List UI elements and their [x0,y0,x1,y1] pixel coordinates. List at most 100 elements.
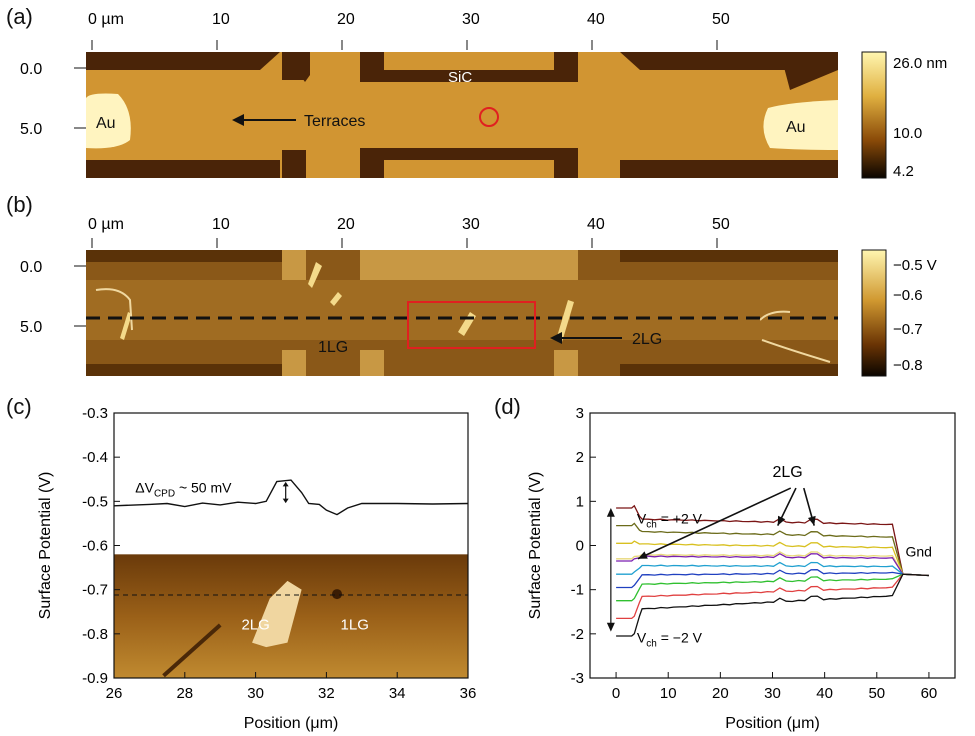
series-line [113,479,469,516]
au-pad-left [86,93,131,149]
marker-circle [479,107,499,127]
panel-label-c: (c) [6,394,32,419]
x-tick-label: 26 [106,685,123,702]
label-au-left: Au [96,115,116,132]
y-tick-label: -2 [571,626,584,643]
x-tick-label: 20 [712,685,729,702]
label-gnd: Gnd [905,544,931,560]
x-tick-label: 30 [764,685,781,702]
top-tick: 10 [212,216,230,233]
panel-label-d: (d) [494,394,521,419]
zoom-box [407,301,536,349]
y-tick-label: -3 [571,670,584,687]
delta-arrowhead [282,481,289,487]
colorbar-a-label: 4.2 [893,163,914,180]
colorbar-a [861,51,887,179]
inset-label-1lg: 1LG [341,616,369,633]
top-tick: 40 [587,11,605,28]
x-tick-label: 34 [389,685,406,702]
panel-a-top-axis: 0 µm 10 20 30 40 50 0.0 5.0 [20,11,730,138]
colorbar-a-label: 10.0 [893,125,922,142]
inset-dot [332,589,343,600]
vch-top-label: Vch = +2 V [637,510,703,530]
terraces-arrow [232,114,296,126]
top-tick: 0 µm [88,216,124,233]
range-arrowhead [606,507,615,517]
panel-a-topography: 0 µm 10 20 30 40 50 0.0 5.0 [20,11,947,180]
left-tick: 5.0 [20,121,42,138]
y-tick-label: -0.5 [82,493,108,510]
series-line [616,569,929,589]
x-tick-label: 28 [176,685,193,702]
x-axis-label: Position (μm) [725,715,820,732]
y-tick-label: 2 [576,449,584,466]
top-tick: 30 [462,11,480,28]
x-tick-label: 10 [660,685,677,702]
top-tick: 20 [337,11,355,28]
2lg-arrow-left-head [637,551,648,559]
x-tick-label: 40 [816,685,833,702]
top-tick: 30 [462,216,480,233]
y-tick-label: -0.8 [82,626,108,643]
series-line [616,551,929,577]
chart-c: 2LG 1LG 26 28 30 32 34 36 -0.3 -0.4 -0.5 -0.6 -0.7 -… [37,405,476,732]
y-tick-label: 3 [576,405,584,422]
panel-label-b: (b) [6,192,33,217]
label-au-right: Au [786,119,806,136]
label-1lg: 1LG [318,339,348,356]
colorbar-b-label: −0.7 [893,321,923,338]
top-tick: 50 [712,216,730,233]
y-tick-label: 1 [576,493,584,510]
panel-b-potential-map: 0 µm 10 20 30 40 50 0.0 5.0 [20,216,937,377]
inset-label-2lg: 2LG [241,616,269,633]
delta-vcpd-annotation: ΔVCPD ~ 50 mV [135,480,232,500]
2lg-arrow-mid-head [777,515,786,526]
series-line [616,573,929,620]
x-tick-label: 0 [612,685,620,702]
colorbar-a-label: 26.0 nm [893,55,947,72]
colorbar-b-label: −0.5 V [893,257,937,274]
x-tick-label: 36 [460,685,477,702]
2lg-arrow-left [637,487,792,560]
inset-2lg-region [252,580,302,648]
colorbar-b-label: −0.6 [893,287,923,304]
y-tick-label: -1 [571,582,584,599]
series-line [616,561,929,577]
y-axis-label: Surface Potential (V) [37,472,54,620]
x-tick-label: 30 [247,685,264,702]
panel-label-a: (a) [6,4,33,29]
series-line [616,522,929,577]
x-axis-label: Position (μm) [244,715,339,732]
label-terraces: Terraces [304,113,365,130]
y-axis-label: Surface Potential (V) [527,472,544,620]
top-tick: 10 [212,11,230,28]
2lg-arrow-right-head [807,515,816,526]
top-tick: 50 [712,11,730,28]
top-tick: 40 [587,216,605,233]
left-tick: 5.0 [20,319,42,336]
label-sic: SiC [448,69,472,86]
label-2lg: 2LG [773,464,803,481]
y-tick-label: -0.7 [82,582,108,599]
left-tick: 0.0 [20,259,42,276]
label-2lg: 2LG [632,331,662,348]
x-tick-label: 60 [921,685,938,702]
y-tick-label: -0.6 [82,538,108,555]
inset-decor: 2LG 1LG [114,580,468,678]
y-tick-label: -0.3 [82,405,108,422]
x-tick-label: 32 [318,685,335,702]
series-line [616,540,929,577]
series-line [616,573,929,602]
au-pad-right [763,100,838,150]
range-arrowhead [606,622,615,632]
series-line [616,504,929,577]
y-tick-label: -0.4 [82,449,108,466]
series-line [616,552,929,577]
x-tick-label: 50 [868,685,885,702]
y-tick-label: 0 [576,538,584,555]
colorbar-b [861,249,887,377]
vch-bottom-label: Vch = −2 V [637,630,703,650]
series-line [616,573,929,637]
inset-streak [162,623,222,678]
